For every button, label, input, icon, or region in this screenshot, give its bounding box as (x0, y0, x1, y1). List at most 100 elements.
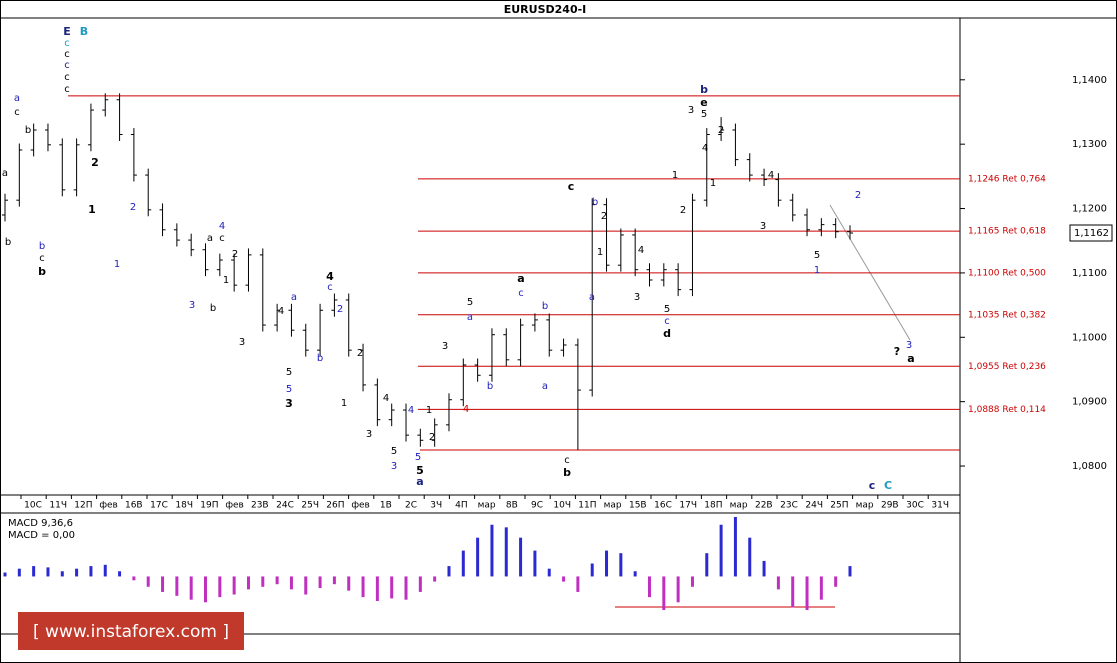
histogram-bar (175, 576, 179, 596)
histogram-bar (476, 537, 480, 577)
wave-label: a (517, 272, 524, 285)
wave-label: b (487, 381, 493, 392)
histogram-bar (375, 576, 379, 601)
x-tick-label: 23С (780, 501, 798, 511)
wave-label: a (467, 312, 473, 323)
wave-label: 1 (114, 259, 120, 270)
wave-label: 4 (702, 143, 708, 154)
wave-label: 4 (278, 306, 284, 317)
histogram-bar (304, 576, 308, 595)
wave-label: c (518, 288, 524, 299)
histogram-bar (819, 576, 823, 600)
histogram-bar (690, 576, 694, 587)
wave-label: 2 (232, 249, 238, 260)
histogram-bar (418, 576, 422, 592)
histogram-bar (619, 553, 623, 577)
wave-label: 2 (429, 432, 435, 443)
watermark-box (18, 612, 244, 650)
wave-label: 2 (130, 202, 136, 213)
wave-label: 4 (638, 245, 644, 256)
y-tick-label: 1,1000 (1072, 332, 1107, 343)
x-tick-label: 16С (654, 501, 672, 511)
histogram-bar (719, 524, 723, 577)
wave-label: 4 (768, 170, 774, 181)
level-label: 1,1035 Ret 0,382 (968, 310, 1046, 320)
wave-label: 3 (189, 300, 195, 311)
current-price-box (1069, 224, 1113, 242)
wave-label: e (700, 96, 707, 109)
level-label: 1,0888 Ret 0,114 (968, 405, 1046, 415)
histogram-bar (762, 560, 766, 577)
x-tick-label: 15В (629, 501, 647, 511)
wave-label: 4 (219, 221, 225, 232)
histogram-bar (562, 576, 566, 582)
histogram-bar (232, 576, 236, 595)
y-tick-label: 1,0800 (1072, 461, 1107, 472)
wave-label: 5 (391, 446, 397, 457)
x-tick-label: 11Ч (49, 501, 67, 511)
wave-label: 4 (326, 270, 334, 283)
histogram-bar (60, 571, 64, 577)
histogram-bar (46, 567, 50, 577)
histogram-bar (3, 572, 7, 577)
wave-label: c (869, 479, 876, 492)
histogram-bar (533, 550, 537, 577)
wave-label: 2 (601, 211, 607, 222)
wave-label: b (25, 125, 31, 136)
y-tick-label: 1,1400 (1072, 75, 1107, 86)
wave-label: 5 (286, 367, 292, 378)
wave-label: 1 (814, 265, 820, 276)
wave-label: 1 (672, 170, 678, 181)
x-tick-label: мар (730, 501, 748, 511)
wave-label: 2 (680, 205, 686, 216)
wave-label: 3 (442, 341, 448, 352)
histogram-bar (246, 576, 250, 590)
wave-label: 1 (426, 405, 432, 416)
x-tick-label: 17Ч (679, 501, 697, 511)
wave-label: 2 (718, 125, 724, 136)
x-tick-label: 31Ч (931, 501, 949, 511)
x-tick-label: 26П (326, 501, 344, 511)
level-label: 1,1100 Ret 0,500 (968, 268, 1046, 278)
wave-label: 5 (814, 250, 820, 261)
histogram-bar (218, 576, 222, 598)
level-label: 1,1246 Ret 0,764 (968, 174, 1046, 184)
x-tick-label: мар (604, 501, 622, 511)
wave-label: c (64, 72, 70, 83)
wave-label: 5 (701, 109, 707, 120)
histogram-bar (705, 553, 709, 577)
x-tick-label: 10С (24, 501, 42, 511)
histogram-bar (461, 550, 465, 577)
wave-label: 1 (88, 203, 96, 216)
x-tick-label: 3Ч (430, 501, 442, 511)
x-tick-label: 12П (74, 501, 92, 511)
wave-label: a (416, 475, 423, 488)
wave-label: E (63, 25, 71, 38)
histogram-bar (447, 566, 451, 577)
x-tick-label: 16В (125, 501, 143, 511)
wave-label: d (663, 327, 671, 340)
x-tick-label: фев (225, 501, 244, 511)
wave-label: 3 (285, 397, 293, 410)
wave-label: c (14, 107, 20, 118)
wave-label: c (327, 282, 333, 293)
x-tick-label: 30С (906, 501, 924, 511)
histogram-bar (347, 576, 351, 591)
wave-label: b (39, 241, 45, 252)
wave-label: 1 (223, 275, 229, 286)
wave-label: c (564, 455, 570, 466)
y-tick-label: 1,1200 (1072, 204, 1107, 215)
wave-label: 2 (357, 348, 363, 359)
wave-label: b (38, 265, 46, 278)
x-tick-label: 22В (755, 501, 773, 511)
wave-label: b (592, 197, 598, 208)
histogram-bar (103, 564, 107, 577)
histogram-bar (662, 576, 666, 611)
wave-label: 3 (391, 461, 397, 472)
histogram-bar (75, 568, 79, 577)
x-tick-label: 11П (578, 501, 596, 511)
wave-label: b (542, 301, 548, 312)
x-tick-label: фев (351, 501, 370, 511)
wave-label: 1 (710, 178, 716, 189)
